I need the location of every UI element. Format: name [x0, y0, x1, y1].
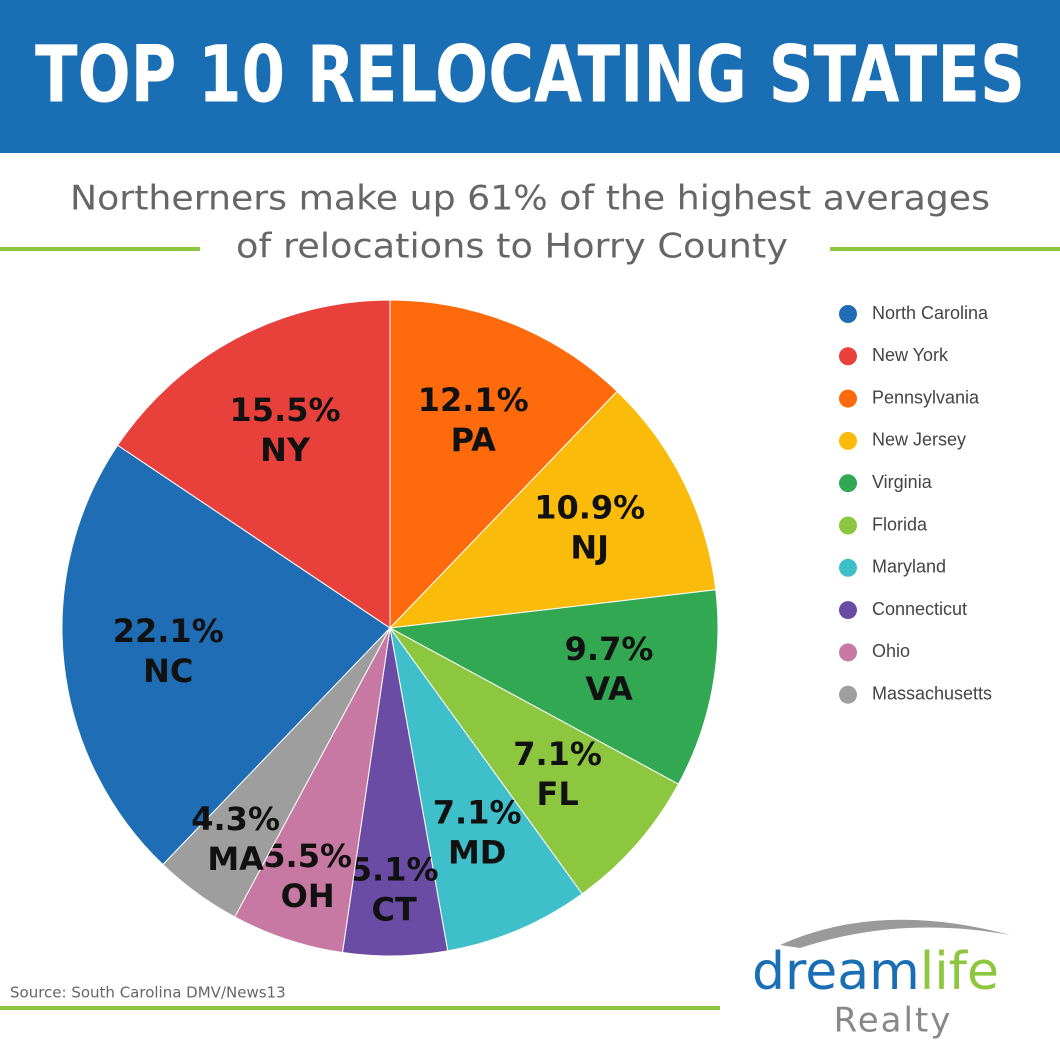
slice-label: MA — [207, 840, 264, 878]
subtitle: Northerners make up 61% of the highest a… — [70, 179, 990, 219]
value-label: 22.1% — [113, 612, 224, 650]
slice-label: MD — [448, 833, 506, 871]
slice-label: FL — [536, 775, 578, 813]
legend-label: Virginia — [872, 472, 933, 492]
legend-label: North Carolina — [872, 303, 989, 323]
legend-swatch — [839, 431, 857, 450]
pie-slice — [389, 627, 583, 952]
logo-brand: dreamlife — [752, 942, 999, 1002]
legend-label: Ohio — [872, 641, 910, 661]
slice-label: CT — [371, 890, 416, 928]
legend-label: Connecticut — [872, 599, 967, 619]
value-label: 10.9% — [534, 489, 645, 527]
value-label: 5.1% — [350, 850, 439, 888]
pie-slice — [116, 299, 391, 629]
logo-brand-a: dream — [752, 942, 920, 1002]
legend-swatch — [839, 685, 857, 704]
subtitle: of relocations to Horry County — [236, 227, 788, 267]
logo-brand-b: life — [920, 942, 999, 1002]
legend-swatch — [839, 601, 857, 620]
value-label: 5.5% — [263, 837, 352, 875]
value-label: 7.1% — [513, 735, 602, 773]
slice-label: PA — [451, 421, 497, 459]
logo-tagline: Realty — [834, 1001, 953, 1041]
logo-swoosh — [780, 919, 1010, 948]
value-label: 15.5% — [230, 391, 341, 429]
pie-slice — [389, 627, 680, 895]
pie-slice — [61, 444, 391, 866]
value-label: 12.1% — [418, 381, 529, 419]
pie-slice — [162, 627, 391, 918]
legend-label: New York — [872, 345, 949, 365]
pie-slice — [388, 390, 717, 629]
legend-swatch — [839, 305, 857, 323]
legend-swatch — [839, 558, 857, 577]
value-label: 9.7% — [565, 630, 654, 668]
slice-label: NC — [143, 652, 193, 690]
source: Source: South Carolina DMV/News13 — [10, 984, 286, 1002]
pie-slice — [389, 299, 618, 630]
legend-swatch — [839, 474, 857, 493]
title-banner — [0, 0, 1060, 153]
legend-label: Florida — [872, 514, 928, 534]
value-label: 7.1% — [433, 793, 522, 831]
chart-title: TOP 10 RELOCATING STATES — [35, 30, 1025, 120]
slice-label: VA — [585, 670, 633, 708]
slice-label: NJ — [570, 529, 609, 567]
legend-swatch — [839, 516, 857, 535]
legend-label: Pennsylvania — [872, 387, 980, 407]
pie-slice — [388, 589, 719, 785]
legend-swatch — [839, 643, 857, 662]
legend-label: New Jersey — [872, 430, 966, 450]
legend-swatch — [839, 389, 857, 408]
value-label: 4.3% — [191, 800, 280, 838]
legend-swatch — [839, 347, 857, 366]
legend-label: Maryland — [872, 557, 946, 577]
slice-label: NY — [260, 431, 311, 469]
legend-label: Massachusetts — [872, 683, 992, 703]
slice-label: OH — [281, 877, 335, 915]
